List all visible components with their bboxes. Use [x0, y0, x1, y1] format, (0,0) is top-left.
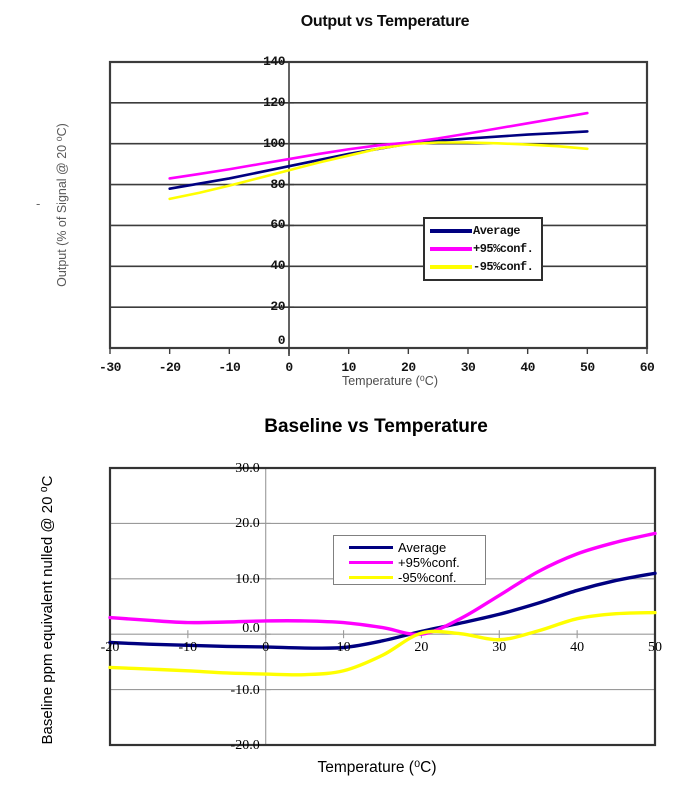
baseline-chart-x-axis-title: Temperature (⁰C) — [317, 759, 437, 776]
baseline-chart-legend: Average +95%conf. -95%conf. — [333, 535, 486, 585]
legend-label: +95%conf. — [473, 242, 534, 256]
output-vs-temperature-chart: 0 20 40 60 80 100 120 140 -30 -20 -10 0 10 20 30 40 50 60… — [36, 13, 655, 388]
series-line--95-conf- — [168, 111, 589, 180]
legend-label: +95%conf. — [398, 555, 460, 570]
output-chart-title: Output vs Temperature — [300, 13, 470, 30]
output-chart-canvas — [108, 60, 649, 356]
series-line--95-conf- — [108, 531, 657, 637]
legend-label: -95%conf. — [473, 260, 534, 274]
legend-swatch — [430, 247, 472, 251]
legend-label: Average — [473, 224, 520, 238]
series-line-average — [108, 571, 657, 650]
baseline-vs-temperature-chart: -20.0 -10.0 0.0 10.0 20.0 30.0 -20 -10 0 10 20 30 40… — [0, 400, 687, 792]
legend-swatch — [430, 265, 472, 269]
output-chart-legend: Average +95%conf. -95%conf. — [423, 217, 543, 281]
legend-label: Average — [398, 540, 447, 555]
legend-item--95-conf-: +95%conf. — [349, 555, 485, 570]
legend-item--95-conf-: -95%conf. — [430, 260, 541, 274]
legend-item-average: Average — [430, 224, 541, 238]
stray-dash-mark: - — [36, 196, 41, 211]
baseline-chart-canvas — [108, 466, 657, 747]
output-chart-y-axis-title: Output (% of Signal @ 20 ⁰C) — [55, 123, 69, 287]
series-line--95-conf- — [108, 610, 657, 677]
legend-swatch — [349, 575, 393, 580]
legend-item--95-conf-: +95%conf. — [430, 242, 541, 256]
legend-swatch — [349, 545, 393, 550]
series-line-average — [168, 130, 589, 190]
legend-item-average: Average — [349, 540, 485, 555]
plot-border — [108, 466, 657, 747]
legend-swatch — [349, 560, 393, 565]
output-chart-x-axis-title: Temperature (⁰C) — [341, 374, 438, 388]
baseline-chart-title: Baseline vs Temperature — [264, 416, 488, 437]
baseline-chart-y-axis-title: Baseline ppm equivalent nulled @ 20 ⁰C — [39, 475, 56, 745]
legend-item--95-conf-: -95%conf. — [349, 570, 485, 585]
series-line--95-conf- — [168, 141, 589, 201]
legend-label: -95%conf. — [398, 570, 457, 585]
legend-swatch — [430, 229, 472, 233]
plot-border — [108, 60, 649, 350]
